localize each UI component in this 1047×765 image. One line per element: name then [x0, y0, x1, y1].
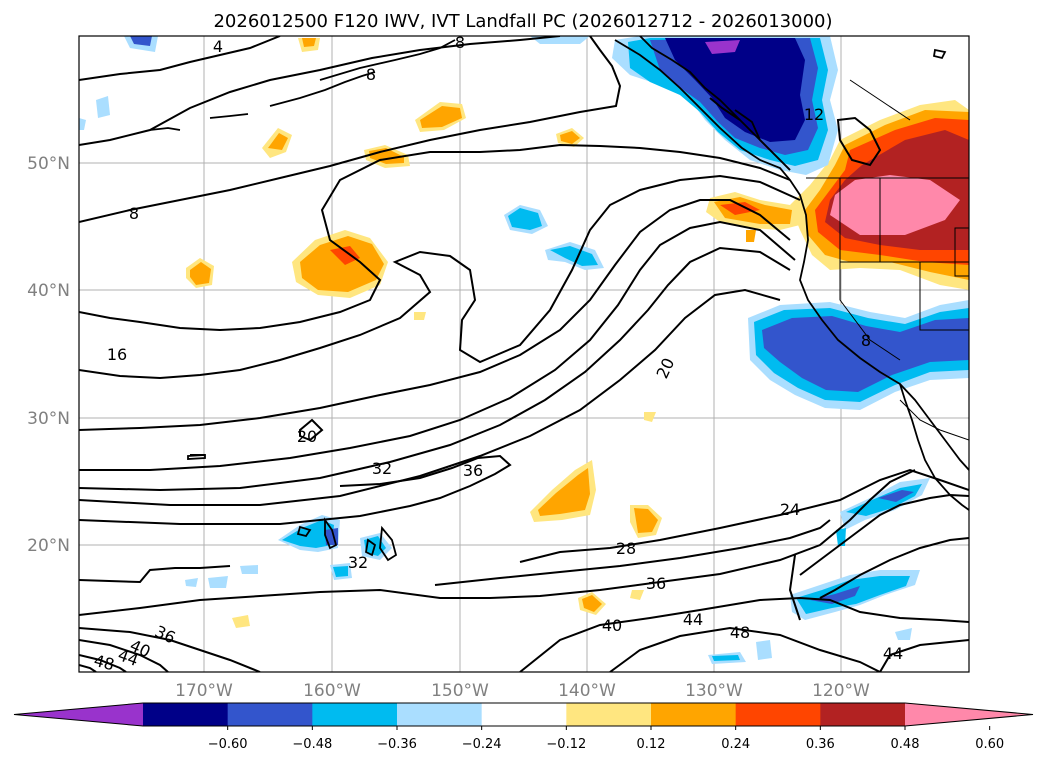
colorbar-segment [397, 703, 483, 726]
contour-label: 48 [730, 623, 750, 642]
map-panel: 8 8 4 8 12 8 16 20 20 24 28 32 32 36 36 … [79, 33, 969, 675]
colorbar-tick-label: −0.60 [208, 737, 248, 752]
contour-label: 44 [683, 610, 703, 629]
lon-label: 130°W [685, 681, 743, 701]
lon-label: 170°W [175, 681, 233, 701]
contour-label: 44 [883, 644, 903, 663]
colorbar-extend-max [905, 703, 1033, 726]
colorbar-segment [481, 703, 567, 726]
colorbar-segment [735, 703, 821, 726]
colorbar-tick-label: −0.36 [377, 737, 417, 752]
colorbar-tick-label: −0.12 [546, 737, 586, 752]
lat-label: 50°N [27, 154, 70, 174]
colorbar-tick-label: 0.24 [721, 737, 750, 752]
contour-label: 32 [348, 553, 368, 572]
colorbar-tick-label: −0.48 [292, 737, 332, 752]
contour-label: 8 [366, 65, 376, 84]
lat-label: 40°N [27, 281, 70, 301]
contour-label: 36 [646, 574, 666, 593]
contour-label: 28 [616, 539, 636, 558]
lon-label: 140°W [558, 681, 616, 701]
contour-label: 32 [372, 459, 392, 478]
lon-label: 120°W [812, 681, 870, 701]
colorbar-tick-label: 0.60 [975, 737, 1004, 752]
contour-label: 8 [129, 204, 139, 223]
colorbar-extend-min [14, 703, 143, 726]
colorbar-tick-label: 0.48 [891, 737, 920, 752]
contour-label: 20 [297, 427, 317, 446]
contour-label: 4 [213, 37, 223, 56]
colorbar-segment [143, 703, 229, 726]
contour-label: 8 [455, 33, 465, 52]
latitude-labels: 50°N 40°N 30°N 20°N [27, 154, 70, 556]
colorbar-segment [312, 703, 398, 726]
colorbar-outline [13, 702, 1034, 727]
colorbar-tick-label: 0.36 [806, 737, 835, 752]
contour-label: 12 [804, 105, 824, 124]
longitude-labels: 170°W 160°W 150°W 140°W 130°W 120°W [175, 681, 870, 701]
contour-label: 16 [107, 345, 127, 364]
negative-pc-fill [79, 36, 969, 664]
iwv-contours [79, 36, 969, 672]
contour-label: 8 [861, 331, 871, 350]
lon-label: 150°W [431, 681, 489, 701]
contour-label: 36 [463, 461, 483, 480]
colorbar-segment [820, 703, 906, 726]
contour-label: 48 [92, 651, 117, 675]
colorbar-segment [651, 703, 737, 726]
colorbar-tick-label: 0.12 [637, 737, 666, 752]
lon-label: 160°W [303, 681, 361, 701]
lat-label: 20°N [27, 536, 70, 556]
borders [806, 79, 969, 441]
contour-label: 24 [780, 500, 800, 519]
colorbar-segment [566, 703, 652, 726]
colorbar: −0.60 −0.48 −0.36 −0.24 −0.12 0.12 0.24 0.36 0.4… [13, 702, 1034, 752]
lat-label: 30°N [27, 409, 70, 429]
colorbar-tick-label: −0.24 [462, 737, 502, 752]
figure-title: 2026012500 F120 IWV, IVT Landfall PC (20… [213, 11, 832, 32]
contour-labels: 8 8 4 8 12 8 16 20 20 24 28 32 32 36 36 … [92, 33, 903, 675]
colorbar-segment [227, 703, 313, 726]
contour-label: 40 [602, 616, 622, 635]
map-frame [78, 35, 970, 673]
